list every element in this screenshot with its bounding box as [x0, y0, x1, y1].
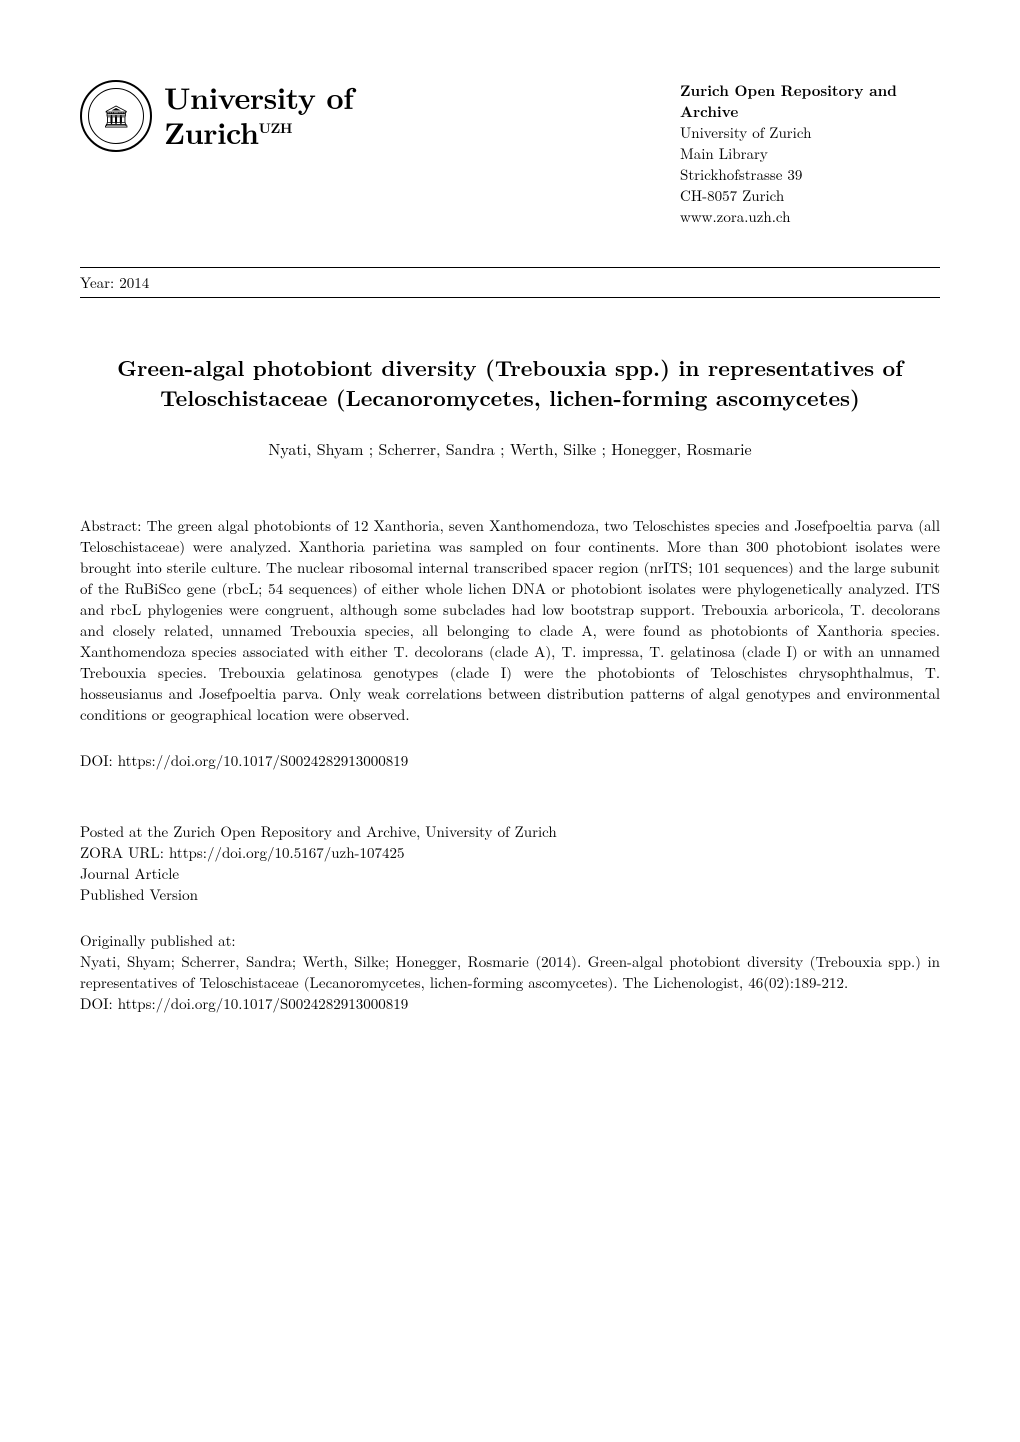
archive-street: Strickhofstrasse 39 [680, 164, 940, 185]
archive-block: Zurich Open Repository and Archive Unive… [680, 80, 940, 227]
year-bar: Year: 2014 [80, 267, 940, 298]
original-block: Originally published at: Nyati, Shyam; S… [80, 930, 940, 1014]
university-seal: 🏛 [80, 80, 152, 152]
posted-zora-line: ZORA URL: https://doi.org/10.5167/uzh-10… [80, 842, 940, 863]
abstract-text: The green algal photobionts of 12 Xantho… [80, 515, 940, 725]
archive-title: Zurich Open Repository and Archive [680, 80, 940, 122]
original-doi-line: DOI: https://doi.org/10.1017/S0024282913… [80, 993, 940, 1014]
logo-block: 🏛 University of ZurichUZH [80, 80, 353, 152]
original-doi-label: DOI: [80, 993, 118, 1014]
posted-article-type: Journal Article [80, 863, 940, 884]
university-superscript: UZH [259, 118, 292, 138]
year-label: Year: 2014 [80, 272, 149, 293]
posted-version: Published Version [80, 884, 940, 905]
archive-library: Main Library [680, 143, 940, 164]
paper-authors: Nyati, Shyam ; Scherrer, Sandra ; Werth,… [80, 437, 940, 460]
archive-url: www.zora.uzh.ch [680, 206, 940, 227]
university-name: University of ZurichUZH [164, 80, 353, 149]
abstract-label: Abstract: [80, 515, 147, 536]
posted-line1: Posted at the Zurich Open Repository and… [80, 821, 940, 842]
paper-title: Green-algal photobiont diversity (Trebou… [80, 353, 940, 412]
doi-label: DOI: [80, 750, 118, 771]
original-citation: Nyati, Shyam; Scherrer, Sandra; Werth, S… [80, 951, 940, 993]
header-row: 🏛 University of ZurichUZH Zurich Open Re… [80, 80, 940, 227]
doi-block: DOI: https://doi.org/10.1017/S0024282913… [80, 750, 940, 771]
university-line2: Zurich [164, 110, 259, 153]
zora-url: https://doi.org/10.5167/uzh-107425 [169, 842, 405, 863]
archive-city: CH-8057 Zurich [680, 185, 940, 206]
posted-block: Posted at the Zurich Open Repository and… [80, 821, 940, 905]
archive-university: University of Zurich [680, 122, 940, 143]
abstract-block: Abstract: The green algal photobionts of… [80, 515, 940, 725]
seal-building-icon: 🏛 [102, 105, 130, 127]
doi-url: https://doi.org/10.1017/S002428291300081… [118, 750, 409, 771]
original-doi-url: https://doi.org/10.1017/S002428291300081… [118, 993, 409, 1014]
original-heading: Originally published at: [80, 930, 940, 951]
zora-label: ZORA URL: [80, 842, 169, 863]
seal-inner: 🏛 [88, 88, 144, 144]
